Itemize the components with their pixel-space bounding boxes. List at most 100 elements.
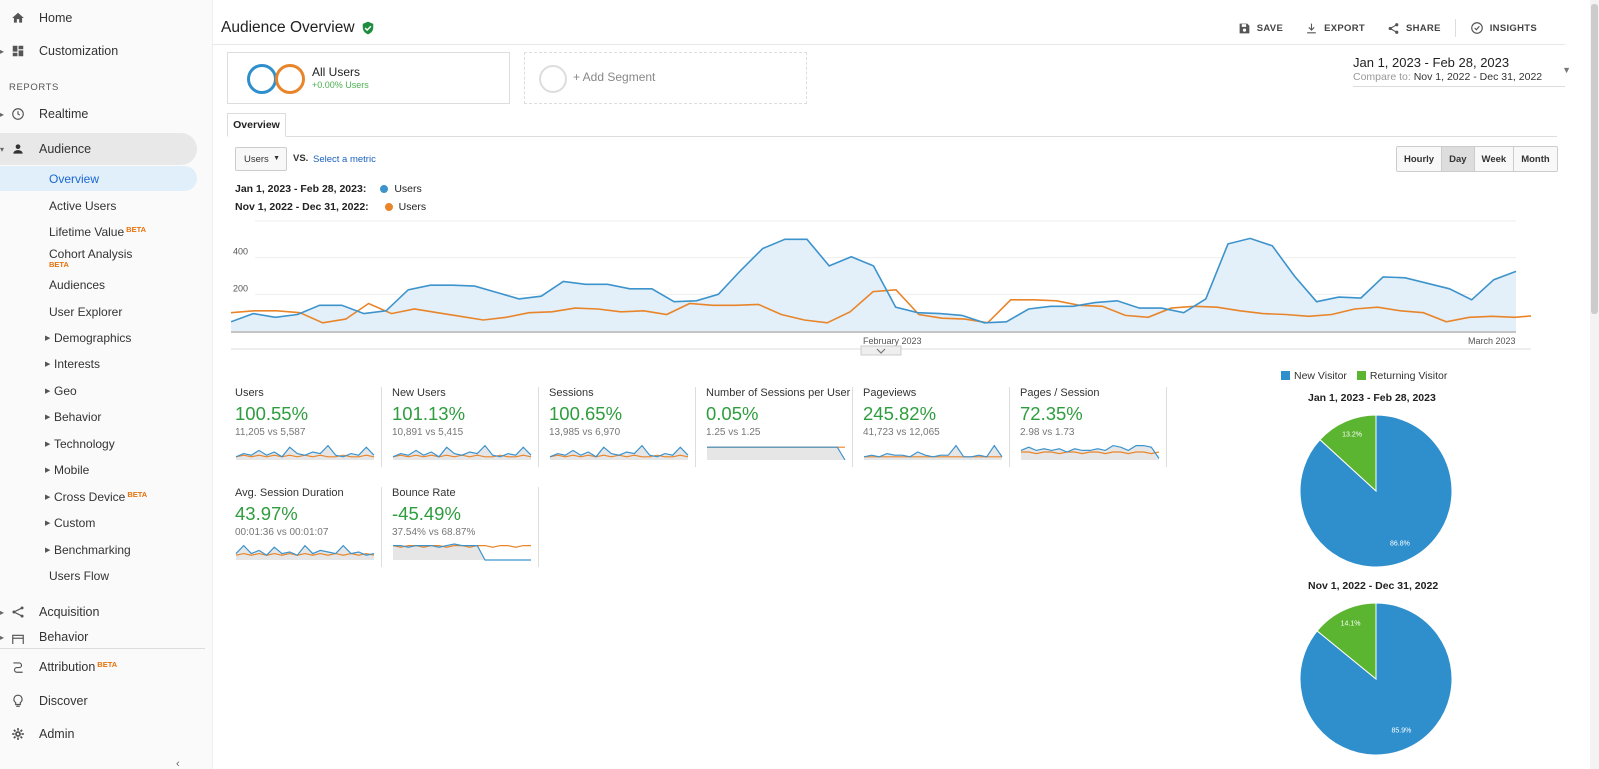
sidebar-item-behavior[interactable]: Behavior [54, 410, 102, 424]
pie-slice-label: 13.2% [1342, 432, 1362, 439]
insights-button[interactable]: INSIGHTS [1470, 21, 1537, 35]
y-tick-label: 400 [233, 247, 248, 257]
sparkline-area [236, 545, 374, 560]
collapse-sidebar-icon[interactable]: ‹ [176, 758, 180, 769]
scorecard[interactable]: Avg. Session Duration 43.97% 00:01:36 vs 0… [235, 487, 382, 567]
share-button[interactable]: SHARE [1387, 22, 1441, 35]
pie-legend-new: New Visitor [1281, 370, 1347, 382]
series-current-line [231, 237, 1517, 324]
pie-slice-label: 14.1% [1341, 620, 1361, 627]
scorecard-comparison: 11,205 vs 5,587 [235, 427, 306, 438]
scorecard-comparison: 41,723 vs 12,065 [863, 427, 940, 438]
sparkline [549, 444, 689, 460]
scorecard[interactable]: Pages / Session 72.35% 2.98 vs 1.73 [1020, 387, 1167, 467]
sparkline [863, 444, 1003, 460]
legend-swatch [1356, 371, 1366, 380]
chevron-down-icon: ▼ [273, 155, 280, 162]
scorecard[interactable]: Number of Sessions per User 0.05% 1.25 vs … [706, 387, 853, 467]
scorecard[interactable]: Users 100.55% 11,205 vs 5,587 [235, 387, 382, 467]
sidebar-item-interests[interactable]: Interests [54, 357, 101, 371]
y-tick-label: 600 [233, 218, 248, 220]
x-tick-label: March 2023 [1468, 336, 1516, 346]
expand-icon: ▶ [45, 467, 51, 474]
nav-home[interactable]: Home [0, 3, 205, 33]
scrollbar-thumb[interactable] [1591, 4, 1598, 314]
scorecard-value: 43.97% [235, 503, 298, 524]
chevron-right-icon: ▸ [0, 46, 5, 56]
sidebar-item-technology[interactable]: Technology [54, 437, 115, 451]
date-range-picker[interactable]: Jan 1, 2023 - Feb 28, 2023 Compare to: N… [1353, 55, 1571, 87]
sidebar-item-geo[interactable]: Geo [54, 384, 77, 398]
sparkline-current [863, 444, 1003, 458]
nav-customization[interactable]: ▸ Customization [0, 36, 205, 66]
granularity-day-button[interactable]: Day [1442, 147, 1475, 171]
scorecard-label: Sessions [549, 387, 594, 399]
sidebar-item-mobile[interactable]: Mobile [54, 463, 90, 477]
person-icon [10, 141, 26, 157]
add-segment-button[interactable]: + Add Segment [524, 52, 807, 104]
sidebar-item-active-users[interactable]: Active Users [49, 199, 117, 213]
expand-icon: ▶ [45, 494, 51, 501]
sidebar-item-cross-device[interactable]: Cross Device BETA [54, 490, 147, 504]
y-tick-label: 200 [233, 283, 248, 293]
series-current-area [231, 238, 1516, 331]
segment-name: All Users [312, 65, 361, 79]
scorecard-comparison: 37.54% vs 68.87% [392, 527, 476, 538]
pie-title-current: Jan 1, 2023 - Feb 28, 2023 [1308, 392, 1436, 404]
add-segment-circle-icon [539, 65, 567, 93]
nav-discover[interactable]: Discover [0, 686, 205, 716]
segment-all-users[interactable]: All Users +0.00% Users [227, 52, 510, 104]
sidebar-item-audiences[interactable]: Audiences [49, 278, 106, 292]
nav-realtime[interactable]: ▸ Realtime [0, 99, 205, 129]
select-metric-link[interactable]: Select a metric [313, 154, 376, 165]
nav-audience[interactable]: ▾ Audience [0, 134, 197, 164]
cross-device-label: Cross Device [54, 490, 126, 504]
nav-behavior[interactable]: ▸ Behavior [0, 630, 205, 644]
granularity-hourly-button[interactable]: Hourly [1397, 147, 1443, 171]
sparkline-current [235, 444, 375, 458]
legend-swatch [1281, 371, 1290, 380]
main-content: Audience Overview SAVE EXPORT SHARE INSI… [213, 0, 1599, 769]
nav-admin[interactable]: Admin [0, 719, 205, 749]
sidebar-item-cohort-analysis[interactable]: Cohort Analysis [49, 247, 133, 261]
scorecard-comparison: 13,985 vs 6,970 [549, 427, 621, 438]
download-icon [1307, 23, 1316, 33]
beta-badge: BETA [97, 660, 118, 669]
scorecard-label: Users [235, 387, 264, 399]
sidebar-item-overview[interactable]: Overview [49, 172, 100, 186]
granularity-toggle: Hourly Day Week Month [1396, 146, 1558, 172]
metric-select[interactable]: Users ▼ [235, 147, 287, 171]
pie-legend-new-label: New Visitor [1294, 370, 1347, 382]
sparkline-area [236, 445, 374, 460]
sidebar-item-users-flow[interactable]: Users Flow [49, 569, 110, 583]
granularity-week-button[interactable]: Week [1474, 147, 1515, 171]
sidebar-item-benchmarking[interactable]: Benchmarking [54, 543, 131, 557]
export-button[interactable]: EXPORT [1305, 22, 1365, 35]
scorecard[interactable]: Pageviews 245.82% 41,723 vs 12,065 [863, 387, 1010, 467]
sidebar-item-user-explorer[interactable]: User Explorer [49, 305, 123, 319]
sidebar-item-demographics[interactable]: Demographics [54, 331, 132, 345]
scorecard[interactable]: Sessions 100.65% 13,985 vs 6,970 [549, 387, 696, 467]
tab-overview[interactable]: Overview [227, 113, 286, 137]
scrollbar[interactable] [1590, 0, 1599, 769]
sidebar-item-lifetime-value[interactable]: Lifetime Value BETA [49, 225, 146, 239]
save-button[interactable]: SAVE [1238, 22, 1283, 35]
legend-dot-blue [380, 185, 389, 193]
sparkline-area [393, 544, 531, 560]
sidebar-item-custom[interactable]: Custom [54, 516, 96, 530]
sparkline-area [707, 447, 845, 460]
behavior-icon [10, 632, 26, 644]
nav-acquisition[interactable]: ▸ Acquisition [0, 597, 205, 627]
granularity-month-button[interactable]: Month [1514, 147, 1557, 171]
scorecard-value: 100.55% [235, 403, 309, 424]
add-segment-label: + Add Segment [573, 70, 656, 84]
users-line-chart: 600 400 200 February 2023 March 2023 [231, 218, 1531, 356]
pie-chart-previous: 85.9% 14.1% [1299, 602, 1453, 756]
pie-slice [1319, 414, 1377, 493]
pie-title-previous: Nov 1, 2022 - Dec 31, 2022 [1308, 580, 1439, 592]
scorecard[interactable]: New Users 101.13% 10,891 vs 5,415 [392, 387, 539, 467]
nav-attribution[interactable]: Attribution BETA [0, 652, 205, 682]
expand-icon: ▶ [45, 441, 51, 448]
chevron-right-icon: ▸ [0, 632, 5, 642]
scorecard[interactable]: Bounce Rate -45.49% 37.54% vs 68.87% [392, 487, 539, 567]
